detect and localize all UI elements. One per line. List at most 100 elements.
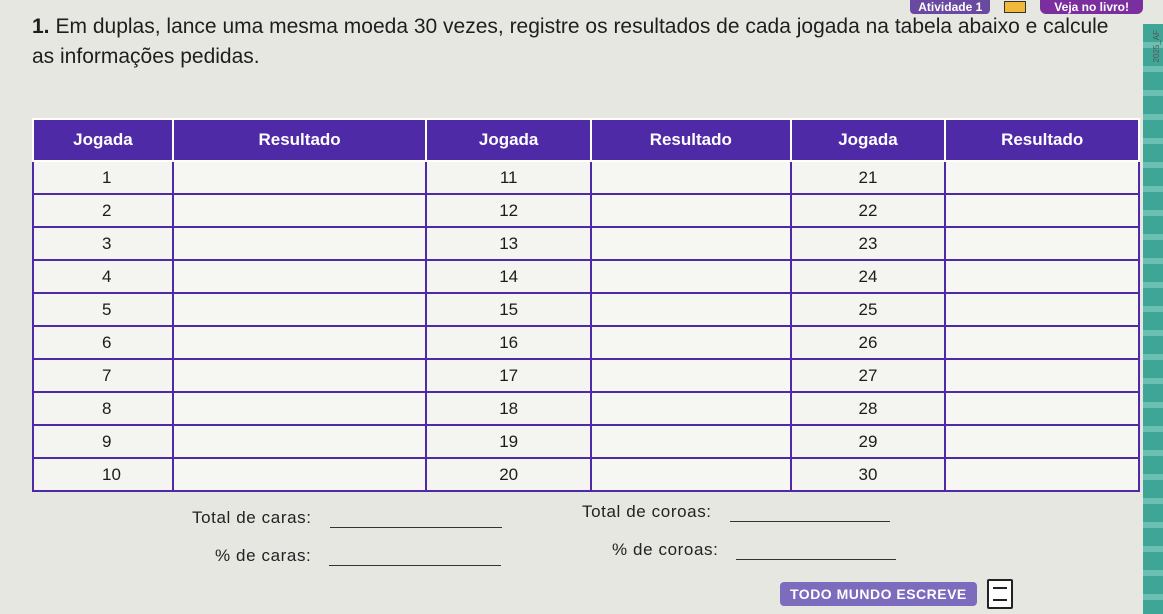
table-row: 9 19 29: [32, 424, 1140, 459]
play-number-cell: 11: [425, 160, 592, 195]
result-cell[interactable]: [944, 292, 1140, 327]
result-cell[interactable]: [589, 160, 792, 195]
header-jogada-2: Jogada: [425, 118, 592, 162]
play-number-cell: 14: [425, 259, 592, 294]
result-cell[interactable]: [589, 391, 792, 426]
play-number-cell: 30: [789, 457, 947, 492]
top-bar: Atividade 1 Veja no livro!: [910, 0, 1143, 14]
result-cell[interactable]: [589, 325, 792, 360]
play-number-cell: 29: [789, 424, 947, 459]
play-number-cell: 9: [32, 424, 174, 459]
play-number-cell: 16: [425, 325, 592, 360]
table-row: 8 18 28: [32, 391, 1140, 426]
heads-total-blank[interactable]: [329, 509, 502, 528]
result-cell[interactable]: [171, 259, 428, 294]
result-cell[interactable]: [944, 358, 1140, 393]
play-number-cell: 17: [425, 358, 592, 393]
play-number-cell: 27: [789, 358, 947, 393]
question-text: 1. Em duplas, lance uma mesma moeda 30 ve…: [32, 12, 1112, 72]
tails-total-blank[interactable]: [729, 503, 890, 522]
see-book-badge: Veja no livro!: [1040, 0, 1143, 14]
play-number-cell: 25: [789, 292, 947, 327]
play-number-cell: 8: [32, 391, 174, 426]
table-row: 10 20 30: [32, 457, 1140, 492]
play-number-cell: 15: [425, 292, 592, 327]
result-cell[interactable]: [944, 226, 1140, 261]
result-cell[interactable]: [944, 391, 1140, 426]
play-number-cell: 24: [789, 259, 947, 294]
result-cell[interactable]: [171, 391, 428, 426]
table-row: 4 14 24: [32, 259, 1140, 294]
play-number-cell: 28: [789, 391, 947, 426]
result-cell[interactable]: [589, 226, 792, 261]
tails-percent: % de coroas:: [612, 540, 897, 560]
play-number-cell: 6: [32, 325, 174, 360]
result-cell[interactable]: [171, 358, 428, 393]
heads-percent-label: % de caras:: [215, 546, 312, 565]
result-cell[interactable]: [944, 193, 1140, 228]
play-number-cell: 22: [789, 193, 947, 228]
everyone-writes-label: TODO MUNDO ESCREVE: [780, 582, 977, 606]
activity-label: Atividade 1: [910, 0, 991, 14]
table-row: 5 15 25: [32, 292, 1140, 327]
play-number-cell: 2: [32, 193, 174, 228]
result-cell[interactable]: [944, 457, 1140, 492]
play-number-cell: 1: [32, 160, 174, 195]
table-row: 3 13 23: [32, 226, 1140, 261]
header-jogada-1: Jogada: [32, 118, 174, 162]
header-resultado-2: Resultado: [589, 118, 792, 162]
play-number-cell: 23: [789, 226, 947, 261]
side-text: 2025_AF: [1152, 30, 1161, 63]
play-number-cell: 3: [32, 226, 174, 261]
tails-percent-blank[interactable]: [736, 541, 897, 560]
tails-percent-label: % de coroas:: [612, 540, 719, 559]
book-icon: [1004, 1, 1027, 13]
play-number-cell: 26: [789, 325, 947, 360]
play-number-cell: 18: [425, 391, 592, 426]
play-number-cell: 5: [32, 292, 174, 327]
table-row: 7 17 27: [32, 358, 1140, 393]
result-cell[interactable]: [589, 424, 792, 459]
play-number-cell: 4: [32, 259, 174, 294]
play-number-cell: 12: [425, 193, 592, 228]
result-cell[interactable]: [944, 259, 1140, 294]
play-number-cell: 21: [789, 160, 947, 195]
result-cell[interactable]: [171, 292, 428, 327]
table-header-row: Jogada Resultado Jogada Resultado Jogada…: [32, 118, 1140, 162]
play-number-cell: 10: [32, 457, 174, 492]
result-cell[interactable]: [171, 457, 428, 492]
pencil-icon: [986, 579, 1013, 609]
question-number: 1.: [32, 15, 50, 38]
result-cell[interactable]: [944, 160, 1140, 195]
table-row: 6 16 26: [32, 325, 1140, 360]
heads-total-label: Total de caras:: [192, 508, 312, 527]
result-cell[interactable]: [171, 226, 428, 261]
header-resultado-1: Resultado: [171, 118, 428, 162]
result-cell[interactable]: [589, 457, 792, 492]
table-row: 2 12 22: [32, 193, 1140, 228]
play-number-cell: 13: [425, 226, 592, 261]
result-cell[interactable]: [589, 292, 792, 327]
heads-percent-blank[interactable]: [329, 547, 502, 566]
result-cell[interactable]: [171, 160, 428, 195]
play-number-cell: 7: [32, 358, 174, 393]
result-cell[interactable]: [171, 193, 428, 228]
result-cell[interactable]: [589, 193, 792, 228]
footer-badge: TODO MUNDO ESCREVE: [780, 578, 1013, 610]
result-cell[interactable]: [944, 424, 1140, 459]
tails-total-label: Total de coroas:: [582, 502, 712, 521]
result-cell[interactable]: [944, 325, 1140, 360]
header-resultado-3: Resultado: [944, 118, 1140, 162]
result-cell[interactable]: [171, 325, 428, 360]
heads-percent: % de caras:: [215, 546, 502, 566]
result-cell[interactable]: [589, 358, 792, 393]
side-decoration-strip: [1143, 24, 1163, 614]
table-row: 1 11 21: [32, 160, 1140, 195]
totals-section: Total de caras: Total de coroas: % de ca…: [0, 500, 1163, 580]
coin-toss-table: Jogada Resultado Jogada Resultado Jogada…: [32, 118, 1140, 492]
header-jogada-3: Jogada: [789, 118, 947, 162]
result-cell[interactable]: [171, 424, 428, 459]
play-number-cell: 20: [425, 457, 592, 492]
result-cell[interactable]: [589, 259, 792, 294]
question-body: Em duplas, lance uma mesma moeda 30 veze…: [32, 15, 1109, 68]
